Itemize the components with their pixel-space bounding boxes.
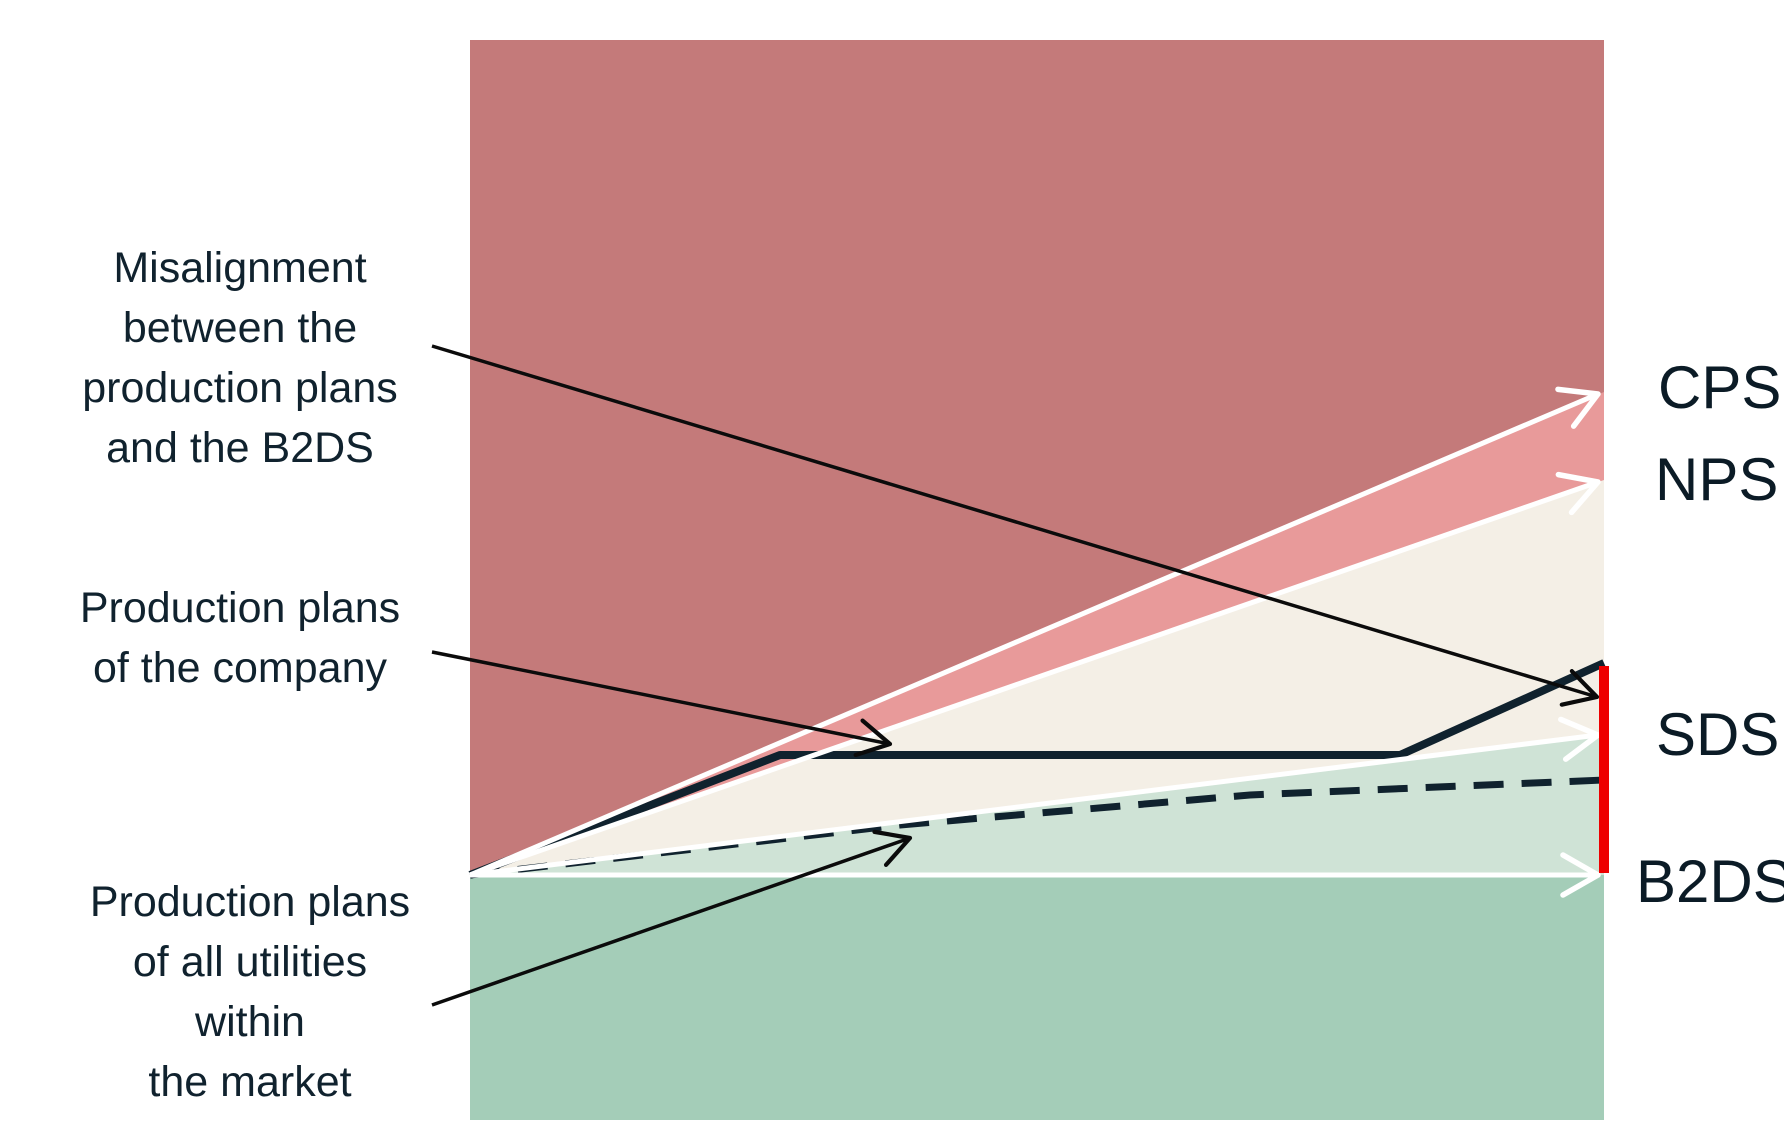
b2ds-label: B2DS [1636,848,1784,915]
annotation-line: between the [122,304,358,352]
annotation-line: production plans [82,364,398,412]
company-production-line [468,659,1606,879]
annotation-line: of all utilities [132,938,368,986]
utilities-annotation: Production plans of all utilities within… [60,872,440,1112]
annotation-line: Production plans [79,584,401,632]
company-annotation: Production plans of the company [50,578,430,698]
misalignment-annotation: Misalignment between the production plan… [50,238,430,478]
sds-label: SDS [1656,701,1780,768]
annotation-line: Production plans [89,878,411,926]
annotation-line: within [195,998,305,1046]
cps-label: CPS [1658,354,1782,421]
sds-arrow [469,716,1601,878]
nps-arrow [469,471,1601,878]
company-pointer [431,650,893,758]
annotation-line: and the B2DS [106,424,374,472]
annotation-line: the market [148,1058,352,1106]
nps-label: NPS [1655,446,1779,513]
utilities-pointer [431,829,913,1007]
annotation-line: of the company [92,644,387,692]
annotation-line: Misalignment [113,244,367,292]
cps-arrow [469,386,1601,878]
region-below-b2ds [470,875,1604,1120]
misalignment-pointer [431,344,1600,707]
